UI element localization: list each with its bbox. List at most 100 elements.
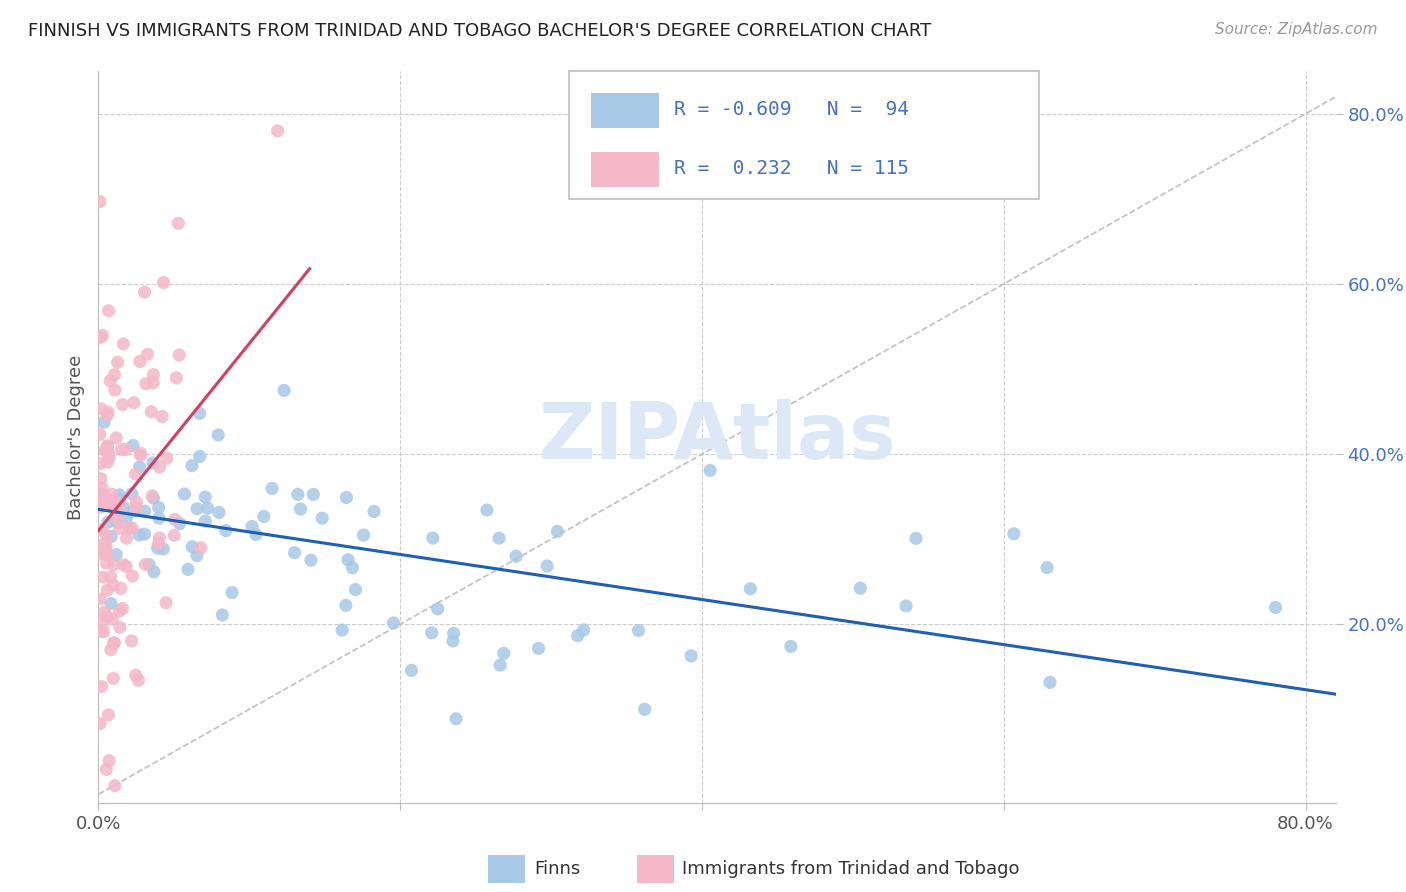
Point (100, 597, 122, 611)
Point (96, 528, 118, 542)
Point (89, 542, 111, 557)
Point (100, 642, 122, 657)
Point (96, 583, 118, 598)
Point (141, 405, 163, 419)
Point (1039, 675, 1062, 690)
Point (186, 501, 208, 516)
Point (125, 668, 148, 682)
Point (148, 511, 170, 525)
Point (101, 612, 124, 626)
Point (103, 368, 125, 382)
Point (124, 467, 146, 482)
Point (128, 460, 150, 475)
Point (208, 506, 231, 520)
Point (567, 629, 589, 643)
Point (96, 548, 118, 562)
Point (100, 487, 122, 501)
Point (96, 609, 118, 624)
Point (382, 615, 405, 630)
Point (110, 442, 132, 457)
Point (103, 578, 125, 592)
Point (94, 442, 117, 456)
Point (134, 504, 156, 518)
Point (103, 671, 125, 685)
Text: Finns: Finns (534, 860, 581, 878)
Point (167, 348, 190, 362)
Point (142, 376, 165, 390)
Text: Source: ZipAtlas.com: Source: ZipAtlas.com (1215, 22, 1378, 37)
Point (211, 607, 233, 622)
Point (90, 680, 112, 694)
Point (177, 562, 200, 576)
Point (1036, 560, 1059, 574)
Point (311, 511, 333, 525)
Point (111, 398, 134, 412)
Point (135, 376, 157, 391)
Point (142, 456, 165, 470)
Point (96, 544, 118, 558)
Point (266, 124, 288, 138)
Point (90, 624, 112, 638)
Y-axis label: Bachelor's Degree: Bachelor's Degree (66, 354, 84, 520)
FancyBboxPatch shape (488, 855, 526, 883)
Point (127, 673, 149, 688)
Point (134, 285, 156, 300)
Point (904, 532, 927, 546)
Point (118, 521, 141, 535)
Point (125, 495, 148, 509)
Point (344, 582, 367, 597)
Point (142, 491, 165, 505)
Point (180, 458, 202, 473)
Point (699, 463, 721, 477)
Point (186, 549, 208, 563)
Point (146, 541, 169, 556)
Point (156, 451, 179, 466)
Point (91, 328, 114, 343)
Point (121, 569, 143, 583)
Point (330, 623, 353, 637)
Point (188, 450, 211, 464)
Point (260, 482, 283, 496)
Point (91, 570, 114, 584)
Point (96, 439, 118, 453)
Point (107, 355, 129, 369)
Point (101, 492, 124, 507)
Point (100, 529, 122, 543)
Point (240, 519, 263, 533)
Point (97, 707, 120, 722)
Point (190, 541, 212, 555)
Point (740, 582, 762, 596)
Point (290, 502, 312, 516)
Point (475, 503, 498, 517)
Point (155, 596, 177, 610)
Point (91, 481, 114, 495)
Point (505, 549, 527, 564)
Point (163, 512, 186, 526)
Point (148, 500, 170, 515)
Point (194, 514, 217, 528)
Point (89, 457, 111, 471)
Point (141, 489, 163, 503)
Point (104, 779, 127, 793)
Point (1002, 526, 1025, 541)
Point (97, 405, 120, 419)
Point (110, 582, 132, 596)
Point (150, 409, 173, 424)
Point (169, 516, 191, 531)
Point (152, 541, 174, 556)
Point (489, 658, 512, 673)
Point (245, 527, 267, 541)
Point (91, 491, 114, 505)
Point (96, 455, 118, 469)
Point (97, 446, 120, 460)
Point (105, 431, 128, 445)
Point (299, 553, 322, 567)
Point (90, 487, 112, 501)
Point (129, 449, 152, 463)
Point (89, 523, 111, 537)
Point (188, 406, 211, 420)
Point (420, 625, 443, 640)
Point (93, 415, 115, 429)
Point (115, 442, 138, 457)
Point (527, 641, 550, 656)
